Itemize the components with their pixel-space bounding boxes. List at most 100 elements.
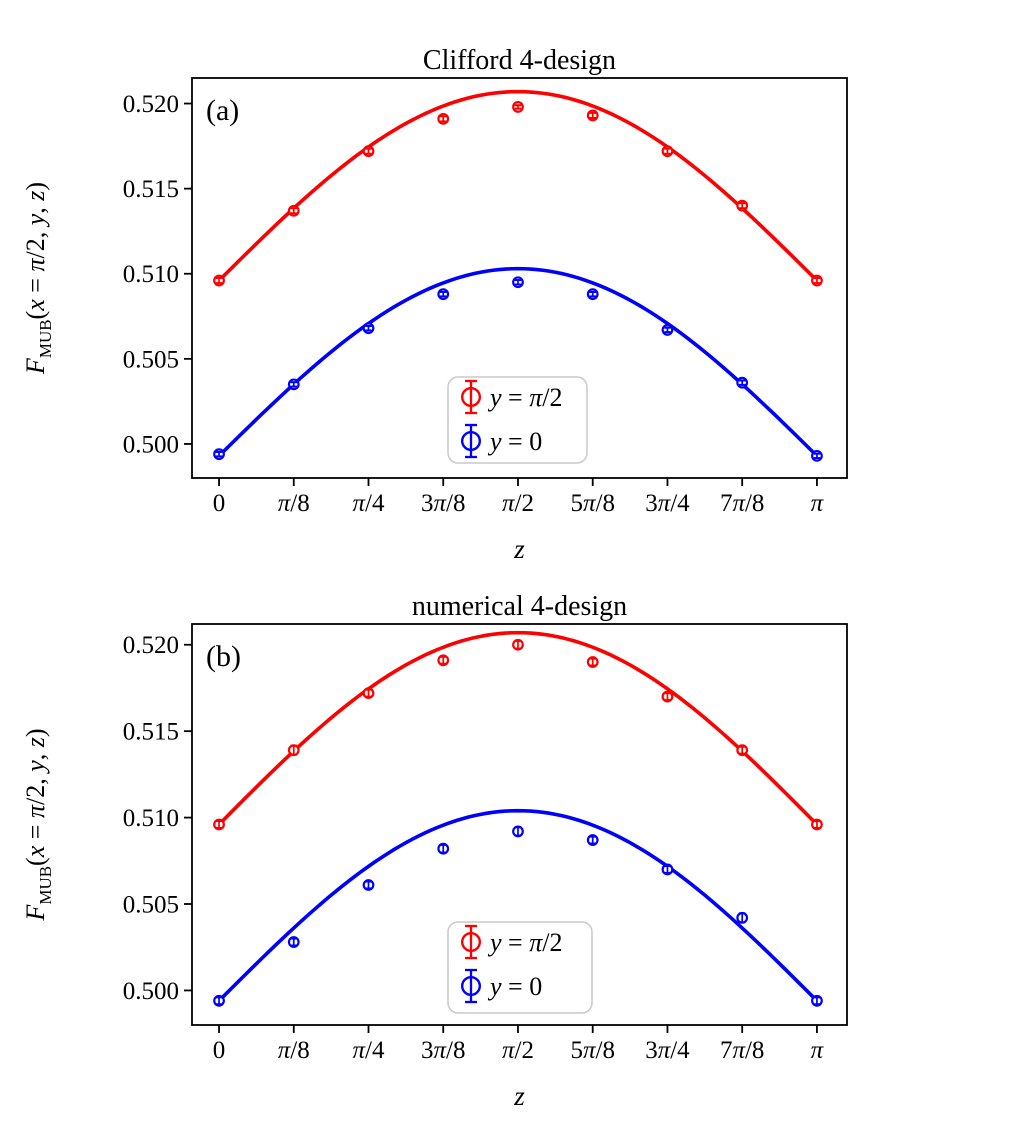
data-point bbox=[213, 818, 225, 831]
data-point bbox=[362, 322, 375, 335]
panel-b-fit-curve-y-zero bbox=[217, 808, 819, 1003]
y-tick-label: 0.500 bbox=[123, 431, 179, 458]
data-point bbox=[437, 654, 450, 667]
legend-entry-y-pi-half: y = π/2 bbox=[461, 924, 562, 960]
data-point bbox=[437, 288, 450, 301]
data-point bbox=[287, 204, 300, 217]
data-point bbox=[512, 825, 524, 838]
data-point bbox=[661, 863, 674, 876]
panel-b: numerical 4-design0.5000.5050.5100.5150.… bbox=[21, 591, 848, 1111]
y-tick-label: 0.515 bbox=[123, 176, 179, 203]
y-tick-label: 0.515 bbox=[123, 719, 179, 746]
data-point bbox=[437, 112, 450, 125]
x-tick-label: 0 bbox=[213, 1037, 226, 1064]
panel-a-legend: y = π/2 y = 0 bbox=[447, 376, 588, 464]
panel-b-label: (b) bbox=[206, 640, 241, 673]
x-tick-label: π/4 bbox=[353, 1037, 385, 1064]
x-tick-label: 5π/8 bbox=[570, 1037, 614, 1064]
panel-a-y-axis-label: FMUB(x = π/2, y, z) bbox=[21, 182, 55, 375]
y-tick-label: 0.520 bbox=[123, 91, 179, 118]
x-tick-label: π/2 bbox=[502, 1037, 534, 1064]
x-tick-label: 0 bbox=[213, 490, 226, 517]
panel-a: Clifford 4-design0.5000.5050.5100.5150.5… bbox=[21, 45, 848, 564]
y-tick-label: 0.520 bbox=[123, 632, 179, 659]
data-point bbox=[512, 101, 524, 113]
legend-box bbox=[447, 921, 593, 1014]
panel-a-fit-curve-y-zero bbox=[217, 266, 819, 458]
x-tick-label: π bbox=[811, 1037, 825, 1064]
panel-b-series-y-pi-half bbox=[213, 638, 823, 831]
data-point bbox=[586, 834, 599, 846]
legend-label-y-zero: y = 0 bbox=[487, 972, 542, 1001]
data-point bbox=[586, 109, 599, 122]
data-point bbox=[362, 145, 375, 158]
x-tick-label: 3π/8 bbox=[421, 1037, 465, 1064]
panel-b-y-axis: 0.500 0.505 0.510 0.515 0.520 bbox=[123, 632, 192, 1005]
panel-a-series-y-zero bbox=[213, 276, 823, 462]
data-point bbox=[811, 449, 823, 462]
legend-label-y-pi-half: y = π/2 bbox=[487, 383, 562, 412]
data-point bbox=[586, 656, 599, 668]
legend-box bbox=[447, 376, 588, 464]
panel-b-fit-curve-y-pi-half bbox=[217, 630, 819, 827]
panel-a-spines bbox=[191, 77, 848, 479]
data-point bbox=[736, 376, 749, 389]
panel-b-spines bbox=[191, 623, 848, 1026]
panel-a-fit-curve-y-pi-half bbox=[217, 89, 819, 283]
x-tick-label: π/4 bbox=[353, 490, 385, 517]
data-point bbox=[736, 911, 749, 924]
y-tick-label: 0.510 bbox=[123, 805, 179, 832]
data-point bbox=[512, 638, 524, 651]
panel-a-series-y-pi-half bbox=[213, 101, 823, 287]
legend-label-y-zero: y = 0 bbox=[487, 427, 542, 456]
panel-b-series-y-zero bbox=[213, 825, 823, 1007]
data-point bbox=[811, 274, 823, 287]
legend-entry-y-pi-half: y = π/2 bbox=[461, 379, 562, 415]
data-point bbox=[811, 818, 823, 831]
y-tick-label: 0.505 bbox=[123, 892, 179, 919]
panel-b-x-axis-label: z bbox=[513, 1081, 525, 1111]
panel-a-label: (a) bbox=[206, 94, 239, 127]
data-point bbox=[213, 274, 225, 287]
panel-b-x-axis: 0 π/8 π/4 3π/8 π/2 5π/8 3π/4 7π/8 π bbox=[213, 1025, 825, 1064]
y-tick-label: 0.505 bbox=[123, 346, 179, 373]
x-tick-label: π bbox=[811, 490, 825, 517]
y-tick-label: 0.510 bbox=[123, 261, 179, 288]
panel-a-y-axis: 0.500 0.505 0.510 0.515 0.520 bbox=[123, 91, 192, 458]
panel-b-y-axis-label: FMUB(x = π/2, y, z) bbox=[21, 728, 55, 921]
data-point bbox=[586, 288, 599, 301]
panel-a-title: Clifford 4-design bbox=[423, 45, 616, 76]
panel-a-x-axis: 0 π/8 π/4 3π/8 π/2 5π/8 3π/4 7π/8 π bbox=[213, 478, 825, 517]
data-point bbox=[661, 324, 674, 336]
data-point bbox=[437, 842, 450, 855]
data-point bbox=[213, 994, 225, 1007]
data-point bbox=[213, 448, 225, 461]
legend-entry-y-zero: y = 0 bbox=[461, 968, 542, 1004]
data-point bbox=[811, 994, 823, 1007]
data-point bbox=[362, 687, 375, 700]
x-tick-label: 3π/4 bbox=[645, 1037, 690, 1064]
legend-label-y-pi-half: y = π/2 bbox=[487, 928, 562, 957]
x-tick-label: 7π/8 bbox=[720, 490, 764, 517]
data-point bbox=[661, 690, 674, 703]
x-tick-label: π/8 bbox=[278, 1037, 310, 1064]
data-point bbox=[287, 936, 300, 948]
legend-entry-y-zero: y = 0 bbox=[461, 423, 542, 459]
data-point bbox=[362, 879, 375, 891]
data-point bbox=[661, 145, 674, 158]
panel-a-x-axis-label: z bbox=[513, 534, 525, 564]
data-point bbox=[287, 378, 300, 391]
x-tick-label: π/8 bbox=[278, 490, 310, 517]
x-tick-label: 3π/4 bbox=[645, 490, 690, 517]
data-point bbox=[287, 744, 300, 757]
data-point bbox=[736, 744, 749, 757]
x-tick-label: 5π/8 bbox=[570, 490, 614, 517]
panel-b-legend: y = π/2 y = 0 bbox=[447, 921, 593, 1014]
x-tick-label: π/2 bbox=[502, 490, 534, 517]
x-tick-label: 3π/8 bbox=[421, 490, 465, 517]
panel-b-title: numerical 4-design bbox=[412, 591, 627, 622]
data-point bbox=[512, 276, 524, 289]
y-tick-label: 0.500 bbox=[123, 978, 179, 1005]
